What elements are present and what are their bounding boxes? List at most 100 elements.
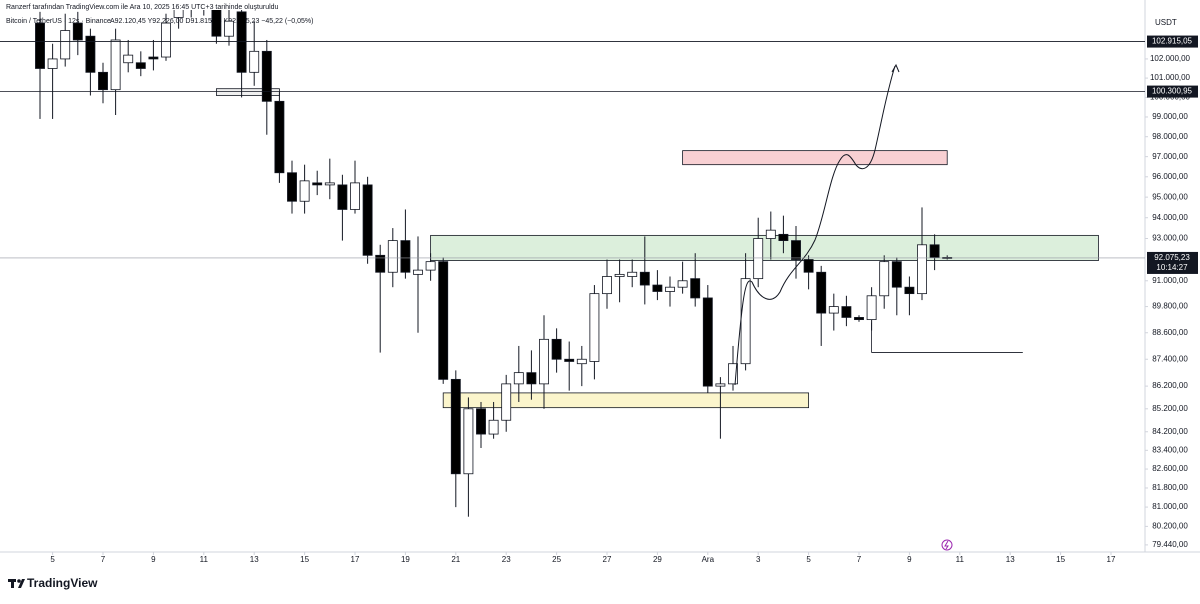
candle-body bbox=[602, 276, 612, 295]
x-tick-label: 23 bbox=[502, 555, 511, 564]
brand: TradingView bbox=[27, 576, 98, 590]
y-tick-label: 102.000,00 bbox=[1150, 54, 1191, 63]
candle-body bbox=[765, 229, 776, 239]
candle-body bbox=[60, 30, 71, 60]
countdown: 10:14:27 bbox=[1156, 263, 1188, 272]
candle-body bbox=[211, 10, 222, 37]
candle-body bbox=[476, 408, 486, 435]
event-icon[interactable] bbox=[941, 539, 953, 551]
candle-body bbox=[72, 22, 83, 41]
x-tick-label: 9 bbox=[151, 555, 156, 564]
zone bbox=[442, 392, 810, 409]
x-tick-label: 7 bbox=[101, 555, 106, 564]
candle-body bbox=[350, 182, 360, 210]
y-tick-label: 83.400,00 bbox=[1152, 445, 1188, 454]
credit: Ranzerf tarafından TradingView.com ile A… bbox=[6, 4, 279, 11]
candle-body bbox=[702, 297, 713, 387]
candle-body bbox=[791, 240, 801, 260]
candle-body bbox=[828, 306, 839, 314]
candle-body bbox=[891, 261, 902, 288]
candle-body bbox=[387, 240, 398, 273]
x-tick-label: 11 bbox=[200, 555, 209, 564]
candle-body bbox=[526, 372, 537, 385]
y-tick-label: 98.000,00 bbox=[1152, 132, 1188, 141]
x-tick-label: 13 bbox=[1006, 555, 1015, 564]
candle-body bbox=[917, 244, 927, 295]
candle-body bbox=[803, 259, 814, 273]
candle-body bbox=[35, 22, 45, 69]
candle-body bbox=[879, 261, 890, 297]
x-tick-label: 3 bbox=[756, 555, 761, 564]
y-tick-label: 79.440,00 bbox=[1152, 540, 1188, 549]
candle-body bbox=[110, 39, 121, 91]
y-tick-label: 88.600,00 bbox=[1152, 328, 1188, 337]
candle-body bbox=[614, 273, 625, 277]
zones bbox=[216, 88, 1099, 409]
candle-body bbox=[690, 278, 701, 299]
y-tick-label: 99.000,00 bbox=[1152, 112, 1188, 121]
candle-body bbox=[299, 180, 310, 202]
x-tick-label: 29 bbox=[653, 555, 662, 564]
candle-body bbox=[249, 50, 260, 73]
level-label-box bbox=[1147, 85, 1198, 98]
y-tick-label: 87.400,00 bbox=[1152, 354, 1188, 363]
level-label: 100.300,95 bbox=[1152, 87, 1193, 96]
candle-body bbox=[627, 271, 638, 277]
x-tick-label: 5 bbox=[806, 555, 811, 564]
candle-body bbox=[400, 240, 411, 273]
candle-body bbox=[652, 284, 663, 292]
candle-body bbox=[854, 317, 864, 321]
candle-body bbox=[224, 20, 234, 37]
y-tick-label: 94.000,00 bbox=[1152, 213, 1188, 222]
y-tick-label: 89.800,00 bbox=[1152, 302, 1188, 311]
zone bbox=[430, 234, 1099, 261]
candle-body bbox=[513, 372, 524, 385]
x-tick-label: 7 bbox=[857, 555, 862, 564]
brand-logo bbox=[8, 579, 25, 588]
x-tick-label: 15 bbox=[1056, 555, 1065, 564]
candle-body bbox=[589, 293, 600, 362]
x-tick-label: 19 bbox=[401, 555, 410, 564]
candle-body bbox=[413, 269, 423, 275]
y-tick-label: 85.200,00 bbox=[1152, 404, 1188, 413]
candle-body bbox=[816, 271, 827, 314]
y-tick-label: 91.000,00 bbox=[1152, 276, 1188, 285]
event-icon-bolt bbox=[944, 540, 949, 550]
candle-body bbox=[274, 100, 285, 174]
candle-body bbox=[438, 261, 449, 380]
level-label: 102.915,05 bbox=[1152, 37, 1193, 46]
y-tick-label: 97.000,00 bbox=[1152, 152, 1188, 161]
symbol: Bitcoin / TetherUS · 12s · Binance bbox=[6, 18, 111, 25]
x-tick-label: Ara bbox=[702, 555, 715, 564]
candle-body bbox=[740, 278, 751, 365]
candle-body bbox=[677, 280, 688, 288]
candle-body bbox=[450, 378, 461, 475]
currency: USDT bbox=[1155, 18, 1177, 27]
x-tick-label: 17 bbox=[351, 555, 360, 564]
level-label-box bbox=[1147, 35, 1198, 48]
candle-body bbox=[576, 358, 587, 365]
candle-body bbox=[236, 11, 247, 73]
candle-body bbox=[135, 62, 146, 69]
candle-body bbox=[123, 54, 134, 64]
y-tick-label: 81.800,00 bbox=[1152, 483, 1188, 492]
y-tick-label: 82.600,00 bbox=[1152, 464, 1188, 473]
x-tick-label: 21 bbox=[451, 555, 460, 564]
candle-body bbox=[929, 244, 940, 258]
y-tick-label: 95.000,00 bbox=[1152, 192, 1188, 201]
candle-body bbox=[47, 58, 58, 69]
y-tick-label: 81.000,00 bbox=[1152, 502, 1188, 511]
candle-body bbox=[715, 383, 726, 387]
candle-body bbox=[488, 419, 499, 435]
candle-body bbox=[287, 172, 297, 202]
candle-body bbox=[841, 306, 852, 318]
candle-body bbox=[866, 295, 877, 321]
y-tick-label: 86.200,00 bbox=[1152, 381, 1188, 390]
x-tick-label: 27 bbox=[603, 555, 612, 564]
candle-body bbox=[728, 363, 738, 385]
x-tick-label: 9 bbox=[907, 555, 912, 564]
candle-body bbox=[564, 358, 575, 362]
candle-body bbox=[337, 184, 348, 210]
